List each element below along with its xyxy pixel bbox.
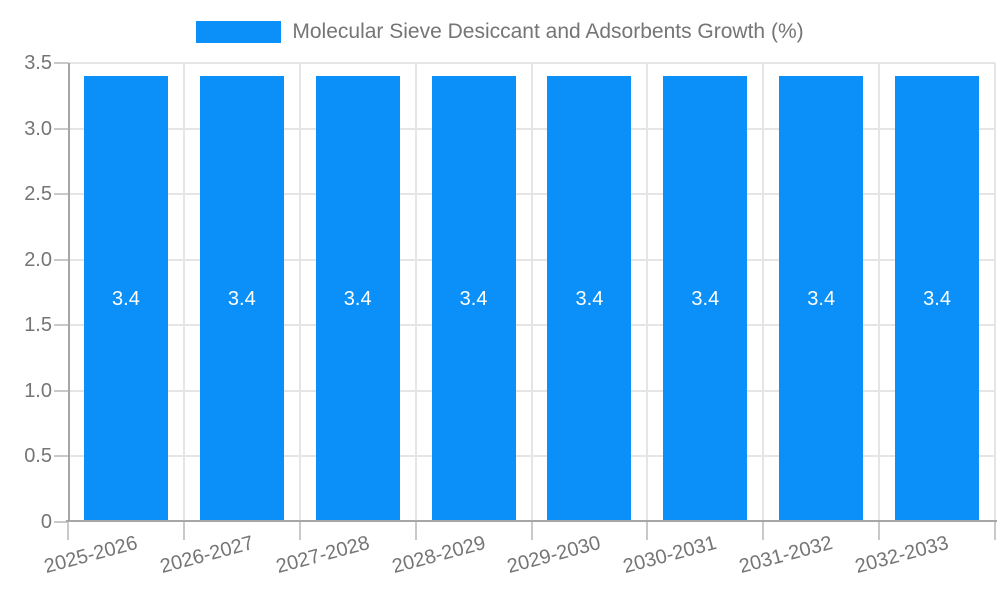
bar-value-label: 3.4 xyxy=(343,288,372,311)
gridline-vertical xyxy=(878,63,881,522)
bar[interactable] xyxy=(547,76,632,522)
gridline-vertical xyxy=(298,63,301,522)
y-tick-label: 0 xyxy=(40,511,52,533)
bar-value-label: 3.4 xyxy=(807,288,836,311)
x-axis-tick xyxy=(762,522,765,540)
y-tick-label: 1.5 xyxy=(24,314,52,337)
y-tick-label: 0.5 xyxy=(24,445,52,468)
bar[interactable] xyxy=(199,76,284,522)
gridline-vertical xyxy=(762,63,765,522)
y-axis-tick xyxy=(54,258,68,261)
bar[interactable] xyxy=(315,76,400,522)
gridline-vertical xyxy=(994,63,996,522)
bar[interactable] xyxy=(895,76,980,522)
chart-legend[interactable]: Molecular Sieve Desiccant and Adsorbents… xyxy=(0,20,1000,44)
y-tick-label: 1.0 xyxy=(24,379,52,402)
y-axis-tick xyxy=(54,324,68,327)
bar-value-label: 3.4 xyxy=(691,288,720,311)
y-tick-label: 3.0 xyxy=(24,117,52,140)
x-axis-tick xyxy=(182,522,185,540)
gridline-vertical xyxy=(414,63,417,522)
bar-value-label: 3.4 xyxy=(112,288,140,311)
bar-value-label: 3.4 xyxy=(459,288,488,311)
y-tick-label: 2.0 xyxy=(24,248,52,271)
gridline-vertical xyxy=(530,63,533,522)
gridline-vertical xyxy=(182,63,185,522)
x-axis-tick xyxy=(530,522,533,540)
plot-area: 0 0.5 1.0 1.5 2.0 2.5 3.0 3.5 3.4 2025-2026 3.4 202… xyxy=(24,52,997,578)
bar-value-label: 3.4 xyxy=(575,288,604,311)
bar[interactable] xyxy=(431,76,516,522)
x-axis-tick xyxy=(994,522,996,540)
gridline-vertical xyxy=(646,63,649,522)
x-axis-tick xyxy=(298,522,301,540)
y-axis-tick xyxy=(54,127,68,130)
bar[interactable] xyxy=(663,76,748,522)
y-axis-tick xyxy=(54,62,68,64)
x-axis-tick xyxy=(646,522,649,540)
bar-value-label: 3.4 xyxy=(227,288,256,311)
bar[interactable] xyxy=(83,76,168,522)
y-axis-tick xyxy=(54,455,68,458)
legend-label: Molecular Sieve Desiccant and Adsorbents… xyxy=(292,20,804,43)
bar[interactable] xyxy=(779,76,864,522)
y-tick-label: 2.5 xyxy=(24,183,52,206)
y-axis-tick xyxy=(54,193,68,196)
x-axis-tick xyxy=(67,522,69,540)
y-axis-tick xyxy=(54,389,68,392)
legend-swatch-icon xyxy=(196,21,282,43)
x-axis-line xyxy=(66,520,997,522)
x-axis-tick xyxy=(414,522,417,540)
y-tick-label: 3.5 xyxy=(24,52,52,74)
y-axis-tick xyxy=(54,521,68,523)
y-axis-line xyxy=(68,63,70,522)
x-axis-tick xyxy=(878,522,881,540)
bar-value-label: 3.4 xyxy=(923,288,951,311)
